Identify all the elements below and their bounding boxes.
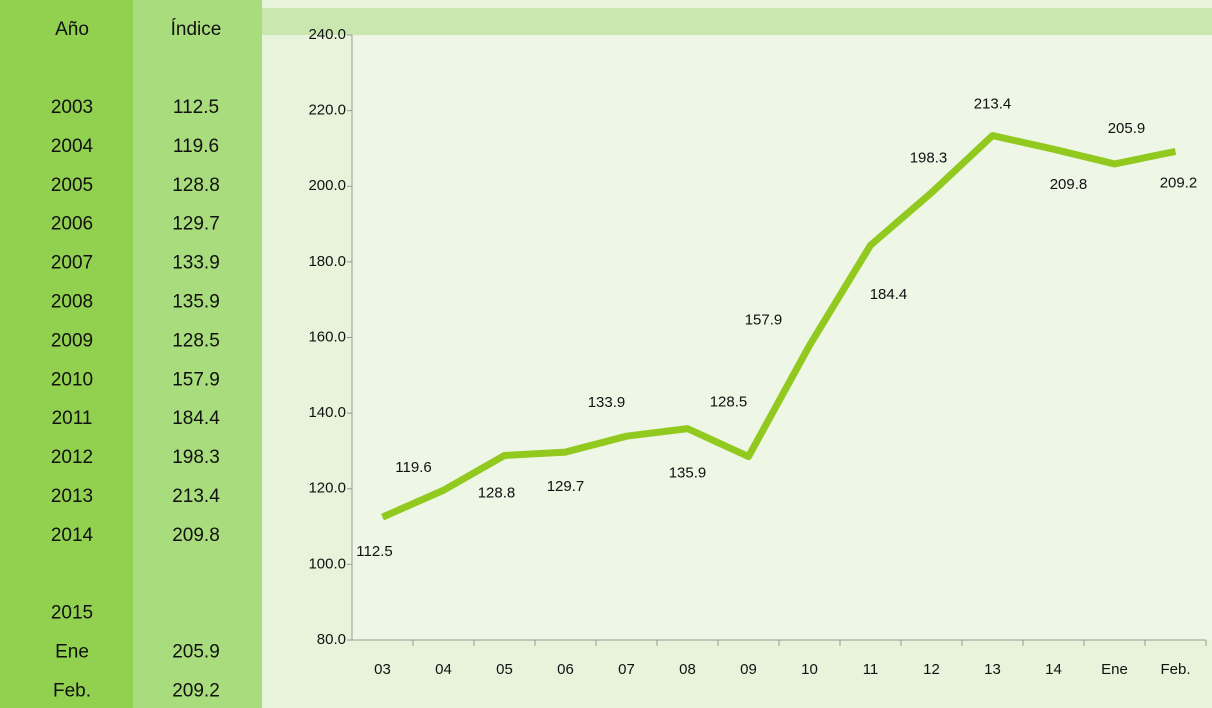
y-tick-label: 160.0 <box>308 328 346 345</box>
line <box>381 132 1177 521</box>
table-cell: 133.9 <box>172 253 220 274</box>
data-label: 133.9 <box>588 394 626 411</box>
table-cell: 198.3 <box>172 447 220 468</box>
table-cell: 2010 <box>51 369 93 390</box>
table-cell: 2005 <box>51 175 93 196</box>
data-label: 205.9 <box>1108 120 1146 137</box>
y-tick-label: 140.0 <box>308 404 346 421</box>
table-cell: 2008 <box>51 292 93 313</box>
x-tick-label: 12 <box>923 661 940 678</box>
top-band <box>262 8 1212 35</box>
x-tick-label: Feb. <box>1160 661 1190 678</box>
x-tick-label: 07 <box>618 661 635 678</box>
plot-area <box>352 35 1212 640</box>
y-tick-label: 180.0 <box>308 253 346 270</box>
table-cell: 128.5 <box>172 330 220 351</box>
table-cell: 112.5 <box>173 97 219 118</box>
x-tick-label: Ene <box>1101 661 1128 678</box>
x-tick-label: 09 <box>740 661 757 678</box>
y-tick-label: 200.0 <box>308 177 346 194</box>
table-cell: 129.7 <box>172 214 220 235</box>
table-cell: 2012 <box>51 447 93 468</box>
y-tick-label: 240.0 <box>308 26 346 43</box>
table-cell: 205.9 <box>172 642 220 663</box>
x-tick-label: 06 <box>557 661 574 678</box>
column-bg <box>0 0 133 708</box>
table-cell: Feb. <box>53 681 91 702</box>
x-tick-label: 10 <box>801 661 818 678</box>
x-tick-label: 04 <box>435 661 452 678</box>
data-label: 129.7 <box>547 478 585 495</box>
x-tick-label: 13 <box>984 661 1001 678</box>
table-cell: 213.4 <box>172 486 220 507</box>
header: Año <box>55 19 89 40</box>
table-cell: 135.9 <box>172 292 220 313</box>
x-tick-label: 14 <box>1045 661 1062 678</box>
table-cell: 2004 <box>51 136 94 157</box>
table-cell: 209.2 <box>172 681 220 702</box>
data-label: 213.4 <box>974 96 1012 113</box>
y-tick-label: 100.0 <box>308 555 346 572</box>
x-tick-label: 03 <box>374 661 391 678</box>
data-label: 209.2 <box>1160 174 1198 191</box>
table-cell: 184.4 <box>172 408 220 429</box>
table-cell: 2014 <box>51 525 94 546</box>
table-cell: 2011 <box>52 408 93 429</box>
table-cell: Ene <box>55 642 89 663</box>
x-tick-label: 11 <box>863 661 879 678</box>
table-cell: 119.6 <box>173 136 219 157</box>
data-label: 184.4 <box>870 286 908 303</box>
table-cell: 2006 <box>51 214 93 235</box>
table-cell: 2015 <box>51 603 93 624</box>
data-label: 198.3 <box>910 150 948 167</box>
table-cell: 2003 <box>51 97 93 118</box>
data-label: 112.5 <box>356 543 392 560</box>
table-cell: 2007 <box>51 253 93 274</box>
y-tick-label: 120.0 <box>308 480 346 497</box>
table-cell: 2009 <box>51 330 93 351</box>
table-cell: 128.8 <box>172 175 220 196</box>
y-tick-label: 220.0 <box>308 102 346 119</box>
x-tick-label: 05 <box>496 661 513 678</box>
data-label: 128.5 <box>710 394 748 411</box>
data-label: 157.9 <box>745 311 783 328</box>
data-label: 135.9 <box>669 465 707 482</box>
table-cell: 2013 <box>51 486 93 507</box>
data-label: 119.6 <box>395 459 431 476</box>
table-cell: 209.8 <box>172 525 220 546</box>
table-cell: 157.9 <box>172 369 220 390</box>
data-label: 209.8 <box>1050 176 1088 193</box>
y-tick-label: 80.0 <box>317 631 346 648</box>
data-label: 128.8 <box>478 484 516 501</box>
header: Índice <box>171 19 222 40</box>
x-tick-label: 08 <box>679 661 696 678</box>
column-bg <box>133 0 262 708</box>
